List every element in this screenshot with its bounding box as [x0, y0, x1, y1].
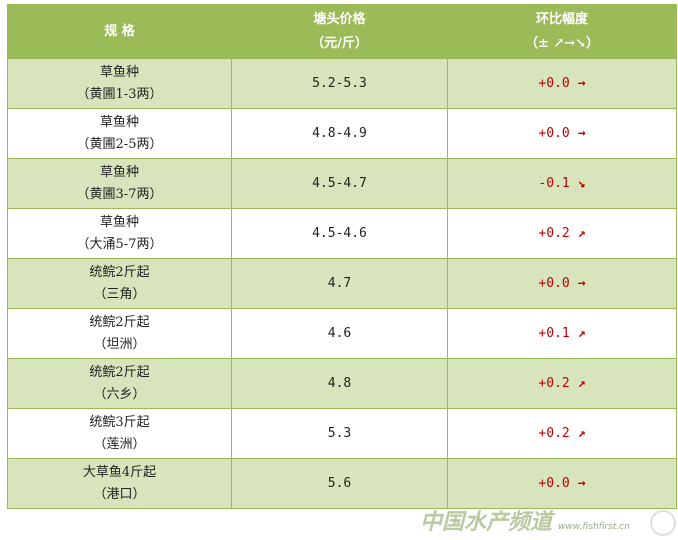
price-cell: 4.5-4.7: [231, 158, 448, 209]
spec-name: 草鱼种: [99, 64, 139, 80]
header-price-unit: （元/斤）: [311, 35, 368, 51]
change-cell: +0.0 →: [447, 108, 677, 159]
spec-cell: 统鲩2斤起 （坦洲）: [7, 308, 232, 359]
spec-location: （黄圃1-3两）: [76, 86, 163, 102]
table-row: 统鲩2斤起 （六乡） 4.8 +0.2 ↗: [7, 358, 677, 409]
trend-arrow-icon: ↗: [577, 325, 586, 341]
change-cell: +0.0 →: [447, 458, 677, 509]
spec-name: 统鲩2斤起: [89, 314, 150, 330]
change-value: +0.2: [538, 225, 570, 241]
spec-name: 草鱼种: [99, 214, 139, 230]
change-value: +0.0: [538, 125, 570, 141]
change-cell: +0.0 →: [447, 258, 677, 309]
trend-arrow-icon: →: [577, 125, 586, 141]
table-row: 统鲩3斤起 （莲洲） 5.3 +0.2 ↗: [7, 408, 677, 459]
spec-location: （坦洲）: [93, 336, 146, 352]
spec-cell: 大草鱼4斤起 （港口）: [7, 458, 232, 509]
spec-name: 草鱼种: [99, 164, 139, 180]
spec-cell: 草鱼种 （黄圃3-7两）: [7, 158, 232, 209]
change-value: +0.0: [538, 475, 570, 491]
change-value: +0.2: [538, 375, 570, 391]
table-row: 大草鱼4斤起 （港口） 5.6 +0.0 →: [7, 458, 677, 509]
change-value: -0.1: [538, 175, 570, 191]
spec-location: （黄圃2-5两）: [76, 136, 163, 152]
spec-location: （莲洲）: [93, 436, 146, 452]
spec-cell: 统鲩3斤起 （莲洲）: [7, 408, 232, 459]
table-row: 草鱼种 （黄圃2-5两） 4.8-4.9 +0.0 →: [7, 108, 677, 159]
trend-arrow-icon: →: [577, 75, 586, 91]
watermark-url: www.fishfirst.cn: [558, 522, 630, 532]
change-value: +0.2: [538, 425, 570, 441]
watermark-globe-icon: [650, 510, 676, 536]
header-spec: 规 格: [7, 4, 232, 59]
table-row: 统鲩2斤起 （三角） 4.7 +0.0 →: [7, 258, 677, 309]
price-cell: 4.8: [231, 358, 448, 409]
header-change-title: 环比幅度: [535, 11, 588, 27]
watermark: 中国水产频道 www.fishfirst.cn: [420, 510, 630, 536]
header-change-legend: （± ↗→↘）: [524, 35, 600, 51]
spec-cell: 统鲩2斤起 （三角）: [7, 258, 232, 309]
spec-name: 统鲩2斤起: [89, 364, 150, 380]
table-row: 草鱼种 （黄圃3-7两） 4.5-4.7 -0.1 ↘: [7, 158, 677, 209]
change-value: +0.0: [538, 275, 570, 291]
watermark-text: 中国水产频道: [420, 510, 553, 535]
price-cell: 4.7: [231, 258, 448, 309]
table-row: 草鱼种 （黄圃1-3两） 5.2-5.3 +0.0 →: [7, 58, 677, 109]
price-cell: 4.5-4.6: [231, 208, 448, 259]
spec-name: 统鲩2斤起: [89, 264, 150, 280]
change-cell: +0.2 ↗: [447, 408, 677, 459]
change-cell: +0.0 →: [447, 58, 677, 109]
change-cell: +0.2 ↗: [447, 358, 677, 409]
trend-arrow-icon: →: [577, 275, 586, 291]
change-value: +0.0: [538, 75, 570, 91]
spec-cell: 草鱼种 （黄圃1-3两）: [7, 58, 232, 109]
trend-arrow-icon: ↗: [577, 375, 586, 391]
price-cell: 4.8-4.9: [231, 108, 448, 159]
change-cell: +0.2 ↗: [447, 208, 677, 259]
spec-location: （六乡）: [93, 386, 146, 402]
spec-location: （港口）: [93, 486, 146, 502]
price-cell: 5.2-5.3: [231, 58, 448, 109]
spec-name: 大草鱼4斤起: [82, 464, 157, 480]
spec-cell: 统鲩2斤起 （六乡）: [7, 358, 232, 409]
trend-arrow-icon: ↘: [577, 175, 586, 191]
price-cell: 5.3: [231, 408, 448, 459]
price-cell: 5.6: [231, 458, 448, 509]
spec-name: 草鱼种: [99, 114, 139, 130]
change-cell: +0.1 ↗: [447, 308, 677, 359]
table-row: 草鱼种 （大涌5-7两） 4.5-4.6 +0.2 ↗: [7, 208, 677, 259]
header-price-title: 塘头价格: [313, 11, 366, 27]
spec-cell: 草鱼种 （大涌5-7两）: [7, 208, 232, 259]
price-cell: 4.6: [231, 308, 448, 359]
spec-cell: 草鱼种 （黄圃2-5两）: [7, 108, 232, 159]
spec-location: （三角）: [93, 286, 146, 302]
price-table: 规 格 塘头价格 （元/斤） 环比幅度 （± ↗→↘） 草鱼种 （黄圃1-3两） 5.…: [7, 4, 677, 509]
header-price: 塘头价格 （元/斤）: [231, 4, 448, 59]
table-row: 统鲩2斤起 （坦洲） 4.6 +0.1 ↗: [7, 308, 677, 359]
trend-arrow-icon: ↗: [577, 425, 586, 441]
change-cell: -0.1 ↘: [447, 158, 677, 209]
header-change: 环比幅度 （± ↗→↘）: [447, 4, 677, 59]
change-value: +0.1: [538, 325, 570, 341]
spec-name: 统鲩3斤起: [89, 414, 150, 430]
trend-arrow-icon: →: [577, 475, 586, 491]
trend-arrow-icon: ↗: [577, 225, 586, 241]
spec-location: （黄圃3-7两）: [76, 186, 163, 202]
spec-location: （大涌5-7两）: [76, 236, 163, 252]
